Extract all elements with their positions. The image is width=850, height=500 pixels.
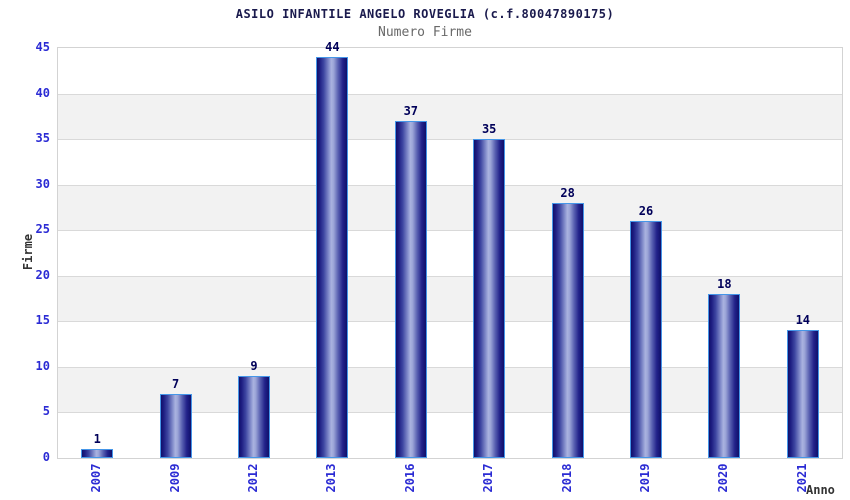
x-tick-label: 2020	[716, 463, 731, 493]
x-tick-label: 2021	[794, 463, 809, 493]
x-tick-label: 2016	[402, 463, 417, 493]
bar	[316, 57, 349, 458]
grid-line	[58, 412, 842, 414]
chart-subtitle: Numero Firme	[378, 25, 472, 40]
bar	[394, 120, 427, 458]
grid-line	[58, 275, 842, 277]
grid-band	[58, 93, 842, 140]
x-tick-label: 2019	[638, 463, 652, 493]
x-tick-label: 2009	[167, 463, 182, 493]
bar-value-label: 44	[325, 40, 340, 55]
grid-line	[58, 139, 842, 141]
y-tick-label: 45	[35, 40, 50, 54]
bar	[81, 448, 114, 458]
x-tick-label: 2017	[481, 463, 496, 493]
grid-line	[58, 184, 842, 186]
bar	[786, 330, 819, 458]
y-tick-label: 35	[35, 131, 50, 146]
bar	[159, 394, 192, 458]
bar	[551, 202, 584, 458]
chart-title: ASILO INFANTILE ANGELO ROVEGLIA (c.f.800…	[235, 7, 615, 21]
y-tick-label: 0	[42, 450, 50, 464]
y-tick-label: 20	[35, 267, 50, 282]
y-tick-label: 30	[35, 176, 50, 191]
grid-line	[58, 321, 842, 323]
bar	[238, 376, 270, 458]
x-tick-label: 2007	[89, 463, 104, 493]
bar-value-label: 7	[171, 377, 180, 392]
bar-value-label: 18	[717, 277, 732, 291]
bar-value-label: 37	[403, 103, 419, 118]
y-tick-label: 40	[35, 85, 50, 100]
bar	[630, 221, 662, 458]
x-axis-label: Anno	[806, 483, 835, 497]
bar	[708, 294, 741, 458]
bar-value-label: 28	[560, 185, 575, 200]
x-tick-label: 2013	[324, 463, 339, 493]
bar-value-label: 26	[638, 204, 654, 219]
y-tick-label: 25	[35, 222, 50, 237]
bar-value-label: 35	[481, 122, 497, 137]
grid-line	[58, 366, 842, 368]
bar-value-label: 1	[93, 431, 101, 446]
grid-line	[58, 93, 842, 95]
bar-value-label: 14	[795, 313, 811, 328]
grid-band	[58, 184, 842, 231]
x-tick-label: 2018	[559, 463, 574, 493]
plot-area: 1 7 9 44 37 35 28 26 18 14	[57, 40, 843, 459]
grid-line	[58, 230, 842, 232]
y-tick-label: 5	[42, 404, 50, 419]
bar-value-label: 9	[250, 359, 258, 373]
y-tick-label: 15	[35, 313, 50, 328]
bar	[473, 139, 506, 458]
x-tick-label: 2012	[246, 463, 260, 493]
y-tick-label: 10	[35, 358, 50, 373]
